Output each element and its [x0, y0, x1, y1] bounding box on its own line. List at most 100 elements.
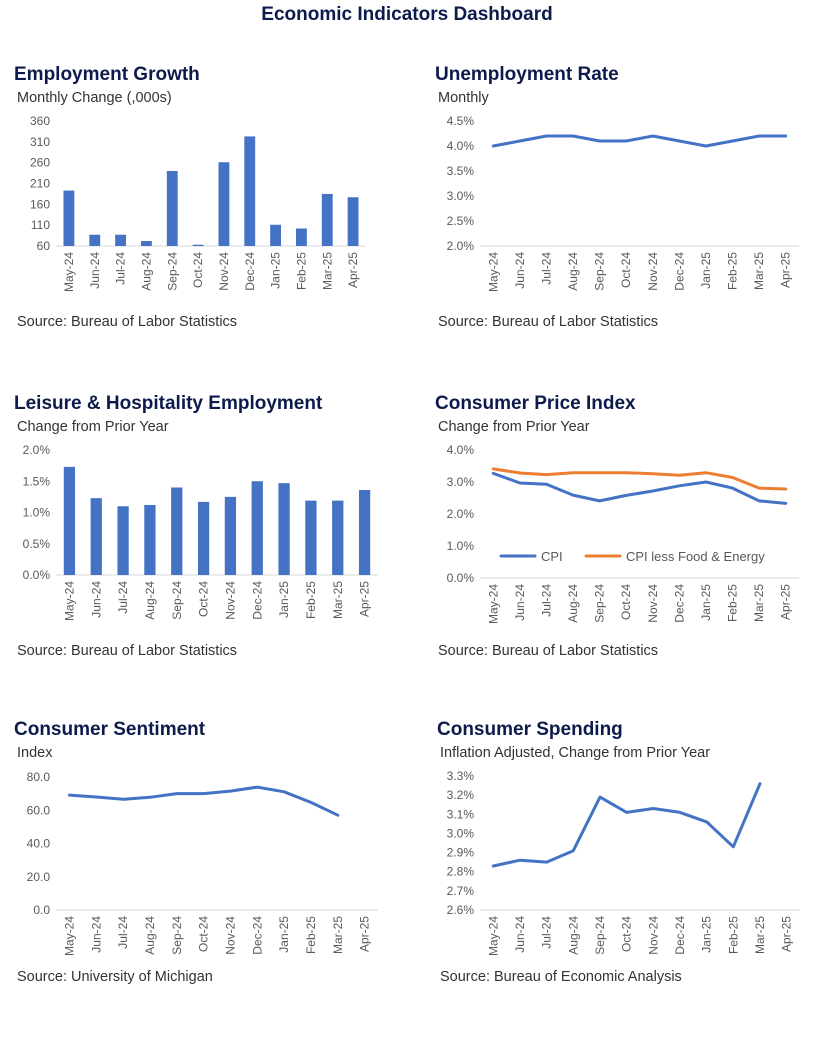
- unemployment-chart: 2.0% 2.5% 3.0% 3.5% 4.0% 4.5% May-24 Jun-24 Jul-…: [447, 114, 799, 292]
- spending-ytick-label: 3.2%: [447, 788, 475, 802]
- leisure-subtitle: Change from Prior Year: [17, 419, 169, 435]
- cpi-xtick-label: May-24: [486, 584, 500, 624]
- cpi-chart: 0.0% 1.0% 2.0% 3.0% 4.0% May-24 Jun-24 Jul-24 Au…: [447, 443, 799, 624]
- spending-chart: 2.6% 2.7% 2.8% 2.9% 3.0% 3.1% 3.2% 3.3% May-24 Ju…: [447, 769, 800, 956]
- cpi-ytick-label: 1.0%: [447, 539, 475, 553]
- sentiment-xtick-label: Aug-24: [143, 916, 157, 955]
- cpi-xtick-label: Oct-24: [619, 584, 633, 620]
- unemployment-xtick-label: Sep-24: [593, 252, 607, 291]
- sentiment-xtick-label: Oct-24: [197, 916, 211, 952]
- unemployment-ytick-label: 4.0%: [447, 139, 475, 153]
- spending-ytick-label: 3.1%: [447, 807, 475, 821]
- leisure-xtick-label: Dec-24: [250, 581, 264, 620]
- spending-xtick-label: Feb-25: [726, 916, 740, 954]
- spending-ytick-label: 2.6%: [447, 903, 475, 917]
- leisure-bar: [251, 481, 263, 575]
- cpi-xtick-label: Apr-25: [779, 584, 793, 620]
- cpi-xtick-label: Jun-24: [513, 584, 527, 621]
- cpi-xtick-label: Sep-24: [593, 584, 607, 623]
- cpi-ytick-label: 2.0%: [447, 507, 475, 521]
- cpi-legend-label: CPI less Food & Energy: [626, 549, 765, 564]
- cpi-xtick-label: Dec-24: [672, 584, 686, 623]
- employment-bar: [244, 136, 256, 246]
- unemployment-subtitle: Monthly: [438, 90, 489, 106]
- employment-chart: 60 110 160 210 260 310 360 May-24 Jun-24 Jul-24 Au…: [30, 114, 366, 292]
- sentiment-source: Source: University of Michigan: [17, 969, 213, 985]
- leisure-xtick-label: May-24: [62, 581, 76, 621]
- unemployment-xtick-label: Oct-24: [619, 252, 633, 288]
- spending-xtick-label: May-24: [486, 916, 500, 956]
- leisure-panel: Leisure & Hospitality Employment Change …: [14, 393, 406, 713]
- leisure-ytick-label: 0.5%: [23, 537, 51, 551]
- employment-xtick-label: Jun-24: [88, 252, 102, 289]
- unemployment-xtick-label: Aug-24: [566, 252, 580, 291]
- dashboard-title: Economic Indicators Dashboard: [261, 4, 553, 25]
- spending-xtick-label: Jan-25: [700, 916, 714, 953]
- employment-ytick-label: 310: [30, 135, 50, 149]
- cpi-source: Source: Bureau of Labor Statistics: [438, 643, 659, 659]
- sentiment-xtick-label: Jan-25: [277, 916, 291, 953]
- unemployment-xtick-label: Jun-24: [513, 252, 527, 289]
- employment-bar: [347, 197, 359, 246]
- spending-title: Consumer Spending: [437, 719, 623, 740]
- unemployment-ytick-label: 2.5%: [447, 214, 475, 228]
- leisure-ytick-label: 0.0%: [23, 568, 51, 582]
- employment-xtick-label: Oct-24: [191, 252, 205, 288]
- spending-ytick-label: 2.8%: [447, 865, 475, 879]
- cpi-xtick-label: Feb-25: [726, 584, 740, 622]
- spending-xtick-label: Nov-24: [646, 916, 660, 955]
- leisure-xtick-label: Feb-25: [304, 581, 318, 619]
- sentiment-xtick-label: Jun-24: [89, 916, 103, 953]
- unemployment-panel: Unemployment Rate Monthly 2.0% 2.5% 3.0% 3.…: [435, 64, 814, 384]
- unemployment-ytick-label: 3.0%: [447, 189, 475, 203]
- cpi-xtick-label: Jan-25: [699, 584, 713, 621]
- leisure-bar: [63, 466, 76, 575]
- cpi-xtick-label: Mar-25: [752, 584, 766, 622]
- spending-xtick-label: Jun-24: [513, 916, 527, 953]
- leisure-bar: [117, 506, 129, 575]
- cpi-title: Consumer Price Index: [435, 393, 636, 414]
- leisure-xtick-label: Mar-25: [331, 581, 345, 619]
- unemployment-xtick-label: May-24: [486, 252, 500, 292]
- sentiment-xtick-label: Nov-24: [223, 916, 237, 955]
- employment-bar: [63, 190, 75, 246]
- employment-bar: [89, 234, 101, 246]
- leisure-bar: [358, 490, 371, 575]
- leisure-title: Leisure & Hospitality Employment: [14, 393, 323, 414]
- spending-xtick-label: Sep-24: [593, 916, 607, 955]
- sentiment-subtitle: Index: [17, 745, 53, 761]
- spending-ytick-label: 3.3%: [447, 769, 475, 783]
- employment-bar: [166, 171, 178, 246]
- leisure-ytick-label: 1.5%: [23, 474, 51, 488]
- sentiment-xtick-label: Apr-25: [358, 916, 372, 952]
- spending-xtick-label: Oct-24: [620, 916, 634, 952]
- employment-ytick-label: 60: [37, 239, 51, 253]
- employment-panel: Employment Growth Monthly Change (,000s)…: [14, 64, 406, 384]
- cpi-xtick-label: Jul-24: [539, 584, 553, 617]
- spending-source: Source: Bureau of Economic Analysis: [440, 969, 682, 985]
- employment-ytick-label: 210: [30, 177, 50, 191]
- sentiment-title: Consumer Sentiment: [14, 719, 206, 740]
- cpi-series-line: [491, 467, 788, 491]
- leisure-bar: [278, 483, 290, 575]
- leisure-bar: [144, 505, 156, 575]
- employment-xtick-label: May-24: [62, 252, 76, 292]
- unemployment-xtick-label: Dec-24: [672, 252, 686, 291]
- leisure-ytick-label: 2.0%: [23, 443, 51, 457]
- employment-xtick-label: Apr-25: [346, 252, 360, 288]
- employment-xtick-label: Sep-24: [165, 252, 179, 291]
- unemployment-ytick-label: 4.5%: [447, 114, 475, 128]
- leisure-bar: [197, 501, 210, 575]
- spending-ytick-label: 3.0%: [447, 826, 475, 840]
- spending-ytick-label: 2.7%: [447, 884, 475, 898]
- leisure-xtick-label: Sep-24: [170, 581, 184, 620]
- employment-xtick-label: Jul-24: [114, 252, 128, 285]
- employment-xtick-label: Jan-25: [269, 252, 283, 289]
- leisure-xtick-label: Nov-24: [223, 581, 237, 620]
- leisure-chart: 0.0% 0.5% 1.0% 1.5% 2.0% May-24 Jun-24 Jul-24 Au…: [23, 443, 378, 621]
- cpi-xtick-label: Aug-24: [566, 584, 580, 623]
- leisure-xtick-label: Aug-24: [143, 581, 157, 620]
- unemployment-xtick-label: Nov-24: [646, 252, 660, 291]
- leisure-bar: [305, 500, 317, 575]
- employment-xtick-label: Nov-24: [217, 252, 231, 291]
